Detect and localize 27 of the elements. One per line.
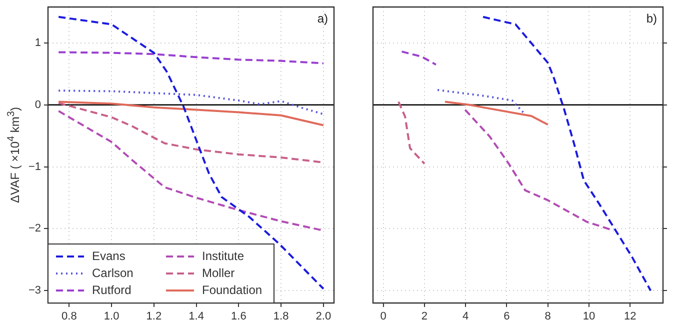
legend-label: Evans <box>92 248 126 263</box>
x-tick-label: 6 <box>504 310 510 323</box>
y-tick-label: −1 <box>28 160 41 173</box>
y-tick-label: −2 <box>28 222 41 235</box>
x-tick-label: 1.8 <box>273 310 289 323</box>
x-tick-label: 8 <box>544 310 551 323</box>
legend-label: Carlson <box>92 266 134 280</box>
legend-label: Moller <box>202 266 235 280</box>
y-tick-label: 0 <box>34 98 41 111</box>
legend-label: Institute <box>202 248 244 263</box>
annotation: a) <box>317 11 328 26</box>
y-tick-label: 1 <box>34 36 41 49</box>
x-tick-label: 1.0 <box>104 310 120 323</box>
y-tick-label: −3 <box>28 284 41 297</box>
x-tick-label: 2.0 <box>316 310 332 323</box>
x-tick-label: 0.8 <box>62 310 77 323</box>
annotation: b) <box>646 11 657 26</box>
x-tick-label: 12 <box>624 310 636 323</box>
x-tick-label: 1.4 <box>188 310 204 323</box>
legend-label: Foundation <box>202 282 262 297</box>
legend-label: Rutford <box>92 282 132 297</box>
x-tick-label: 2 <box>421 310 428 323</box>
x-tick-label: 4 <box>462 310 469 323</box>
x-tick-label: 1.2 <box>146 310 162 323</box>
x-tick-label: 10 <box>582 310 596 323</box>
x-tick-label: 0 <box>380 310 386 323</box>
x-tick-label: 1.6 <box>231 310 246 323</box>
